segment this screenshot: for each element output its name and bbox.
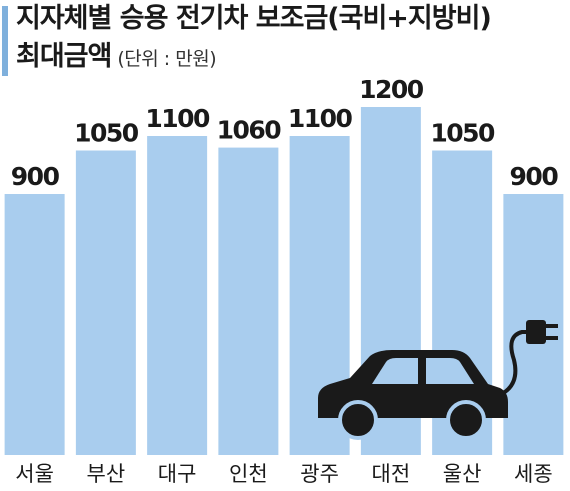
chart-subtitle: 최대금액 <box>16 41 112 72</box>
value-label-0: 900 <box>11 162 60 191</box>
electric-car-icon <box>318 350 508 440</box>
chart-title: 지자체별 승용 전기차 보조금(국비+지방비) <box>16 3 492 34</box>
value-label-4: 1100 <box>288 104 353 133</box>
value-label-7: 900 <box>510 162 559 191</box>
value-label-3: 1060 <box>217 116 282 145</box>
chart-subtitle-row: 최대금액 (단위 : 만원) <box>16 40 217 76</box>
plug-icon <box>499 320 558 397</box>
unit-label: (단위 : 만원) <box>117 48 217 70</box>
category-label-3: 인천 <box>229 462 268 486</box>
category-label-7: 세종 <box>514 462 553 486</box>
value-label-5: 1200 <box>359 75 424 104</box>
category-label-2: 대구 <box>158 462 197 486</box>
value-label-1: 1050 <box>74 119 139 148</box>
category-label-5: 대전 <box>372 462 411 486</box>
category-label-6: 울산 <box>443 462 482 486</box>
bar-3 <box>218 147 279 455</box>
category-label-1: 부산 <box>87 462 126 486</box>
value-label-2: 1100 <box>145 104 210 133</box>
title-accent-bar <box>2 6 8 76</box>
bar-0 <box>4 194 65 455</box>
category-label-0: 서울 <box>15 462 54 486</box>
category-label-4: 광주 <box>300 462 339 486</box>
bar-2 <box>147 136 208 455</box>
bar-1 <box>75 150 136 455</box>
value-label-6: 1050 <box>430 119 495 148</box>
